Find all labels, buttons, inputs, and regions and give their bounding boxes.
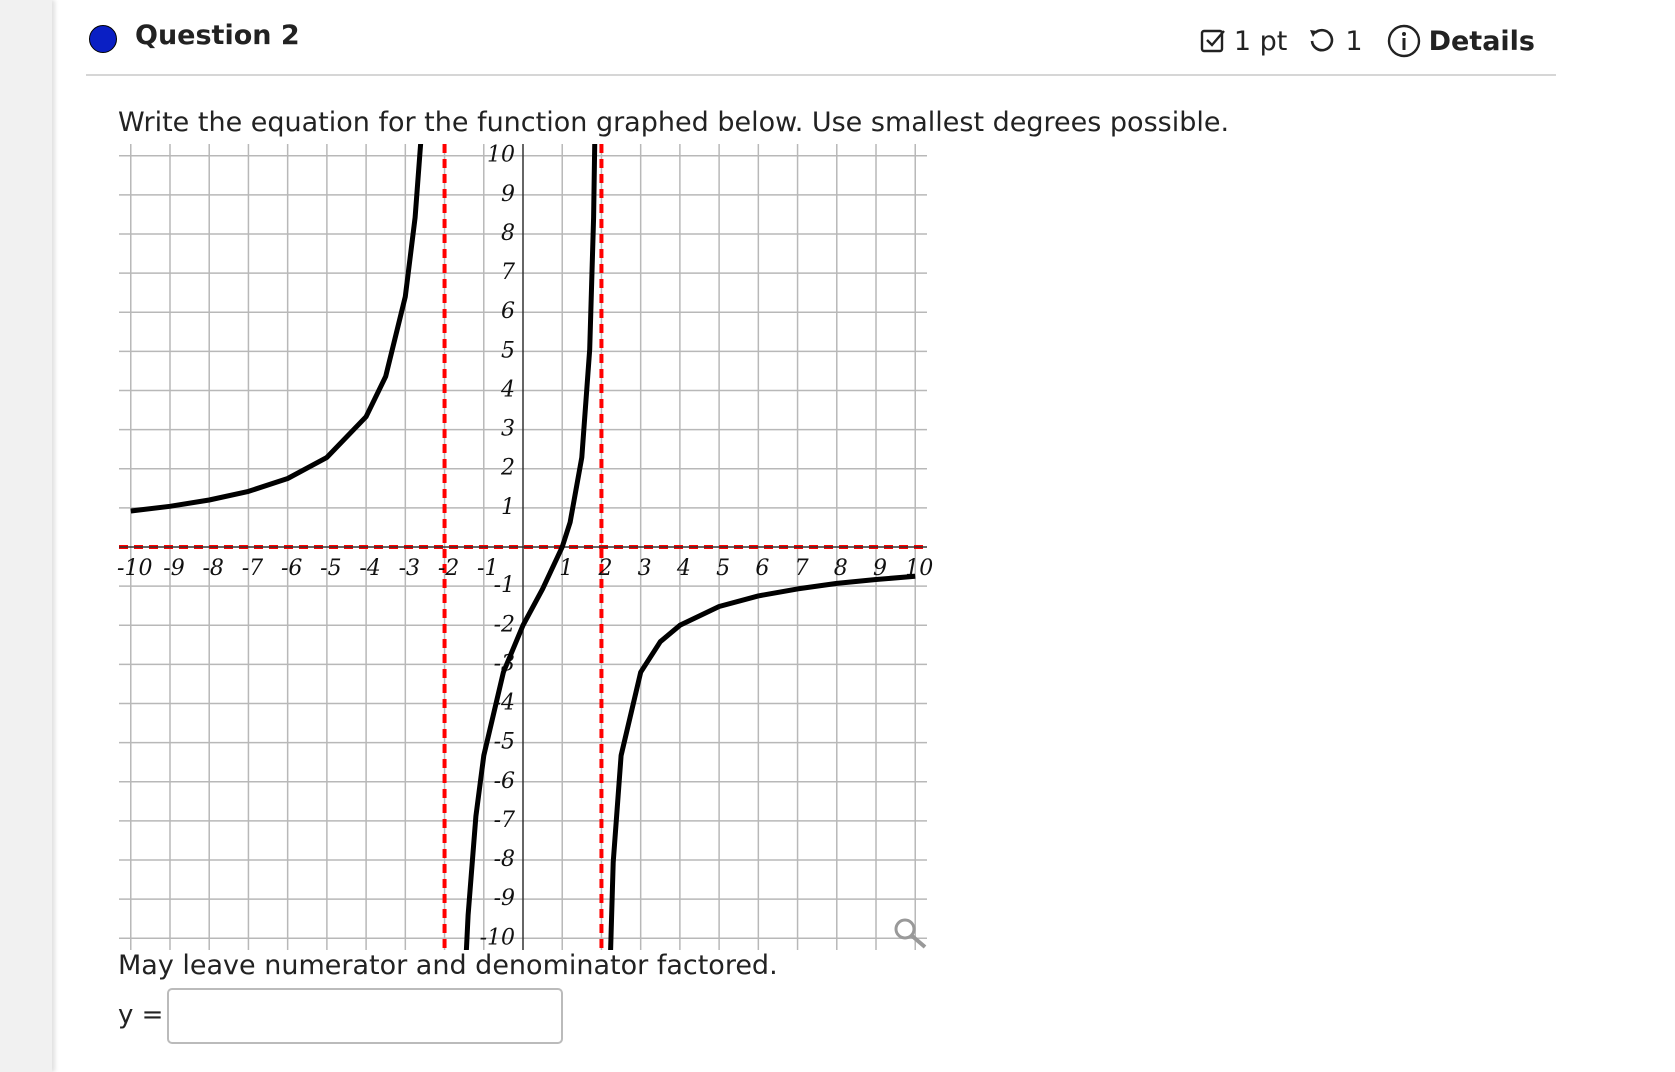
x-tick-label: -1: [477, 556, 498, 581]
y-tick-label: -8: [494, 847, 515, 872]
x-tick-label: 9: [873, 556, 887, 581]
answer-label: y =: [118, 1000, 164, 1030]
x-tick-label: -4: [359, 556, 380, 581]
x-tick-label: 8: [834, 556, 848, 581]
function-curve: [130, 144, 916, 950]
y-tick-label: 5: [501, 338, 515, 363]
points-icon: [1200, 29, 1225, 53]
x-tick-label: 7: [795, 556, 809, 581]
sidebar: [0, 0, 52, 1072]
x-tick-label: -7: [242, 556, 263, 581]
status-dot: [89, 25, 117, 53]
y-tick-label: 9: [501, 182, 515, 207]
y-tick-label: 7: [501, 260, 515, 285]
x-tick-label: -2: [438, 556, 459, 581]
x-tick-label: 1: [559, 556, 573, 581]
x-tick-label: 6: [755, 556, 769, 581]
answer-input[interactable]: [167, 988, 563, 1044]
y-tick-label: 2: [500, 456, 515, 481]
info-icon[interactable]: [1387, 24, 1421, 58]
y-tick-label: 3: [501, 417, 515, 442]
y-tick-label: 8: [501, 221, 515, 246]
x-tick-label: 3: [638, 556, 652, 581]
x-tick-label: 2: [597, 556, 612, 581]
y-tick-label: -7: [494, 808, 515, 833]
y-tick-label: -6: [494, 769, 515, 794]
y-tick-label: -10: [480, 925, 515, 950]
x-tick-label: -6: [281, 556, 302, 581]
y-tick-label: -1: [494, 573, 515, 598]
attempts-icon: [1310, 28, 1334, 52]
details-link[interactable]: Details: [1428, 25, 1535, 57]
divider: [86, 74, 1556, 76]
y-tick-label: -5: [494, 730, 515, 755]
y-tick-label: 6: [501, 299, 515, 324]
x-tick-label: 5: [716, 556, 730, 581]
attempts: 1: [1345, 25, 1363, 57]
question-meta: 1 pt 1 Details: [1200, 24, 1535, 58]
y-tick-label: 1: [501, 495, 515, 520]
question-prompt: Write the equation for the function grap…: [118, 107, 1230, 138]
question-note: May leave numerator and denominator fact…: [118, 950, 778, 981]
x-tick-label: -10: [117, 556, 152, 581]
points: 1 pt: [1233, 25, 1288, 57]
y-tick-label: 10: [487, 143, 515, 168]
x-tick-label: -5: [320, 556, 341, 581]
x-tick-label: -8: [202, 556, 223, 581]
zoom-icon[interactable]: [894, 918, 927, 949]
x-tick-label: 4: [676, 556, 691, 581]
x-tick-label: -3: [399, 556, 420, 581]
x-tick-label: -9: [163, 556, 184, 581]
y-tick-label: -2: [494, 612, 515, 637]
y-tick-label: 4: [500, 377, 515, 402]
y-tick-label: -9: [494, 886, 515, 911]
question-title: Question 2: [135, 20, 300, 51]
